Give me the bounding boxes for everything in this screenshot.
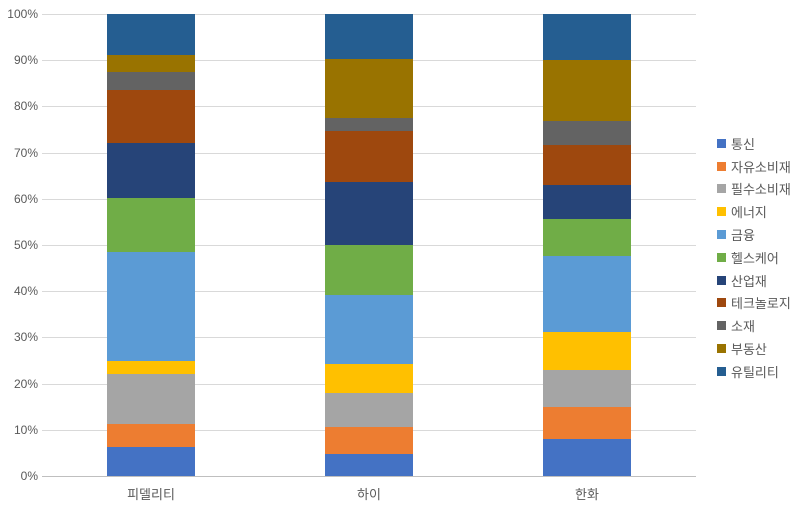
bar-segment[interactable] xyxy=(325,14,413,59)
legend-color-swatch xyxy=(717,184,726,194)
y-axis-tick-label: 0% xyxy=(20,469,38,483)
y-axis-tick-label: 60% xyxy=(13,192,38,206)
legend-color-swatch xyxy=(717,344,726,354)
bar-segment[interactable] xyxy=(107,71,195,91)
legend-item[interactable]: 에너지 xyxy=(717,200,791,223)
bar-segment[interactable] xyxy=(325,181,413,246)
bar-segment[interactable] xyxy=(325,426,413,454)
legend-item-label: 통신 xyxy=(731,136,755,152)
legend-color-swatch xyxy=(717,252,726,262)
legend-item[interactable]: 헬스케어 xyxy=(717,246,791,269)
bar-segment[interactable] xyxy=(543,121,631,145)
y-axis-tick-label: 10% xyxy=(13,423,38,437)
legend-item[interactable]: 통신 xyxy=(717,132,791,155)
legend-color-swatch xyxy=(717,321,726,331)
legend-item-label: 자유소비재 xyxy=(731,159,791,175)
bar-segment[interactable] xyxy=(107,423,195,447)
bar-segment[interactable] xyxy=(107,14,195,56)
x-axis-category-label: 하이 xyxy=(357,487,381,502)
legend-item-label: 금융 xyxy=(731,228,755,244)
legend-item-label: 부동산 xyxy=(731,342,767,358)
legend-item-label: 유틸리티 xyxy=(731,364,779,380)
legend-color-swatch xyxy=(717,275,726,285)
legend-item-label: 산업재 xyxy=(731,273,767,289)
bar-column xyxy=(543,14,631,476)
y-axis-tick-label: 80% xyxy=(13,99,38,113)
bar-segment[interactable] xyxy=(107,142,195,198)
bar-segment[interactable] xyxy=(107,360,195,374)
x-axis-line xyxy=(42,476,696,477)
y-axis-tick-label: 90% xyxy=(13,53,38,67)
bar-segment[interactable] xyxy=(107,373,195,424)
bar-segment[interactable] xyxy=(543,14,631,60)
legend-color-swatch xyxy=(717,138,726,148)
legend-item[interactable]: 자유소비재 xyxy=(717,155,791,178)
legend-item-label: 필수소비재 xyxy=(731,182,791,198)
bar-segment[interactable] xyxy=(543,184,631,220)
bar-segment[interactable] xyxy=(325,393,413,427)
bar-segment[interactable] xyxy=(325,130,413,182)
legend-color-swatch xyxy=(717,161,726,171)
bar-segment[interactable] xyxy=(325,118,413,131)
legend-item-label: 헬스케어 xyxy=(731,250,779,266)
legend-color-swatch xyxy=(717,207,726,217)
y-axis-tick-label: 70% xyxy=(13,146,38,160)
x-axis-category-label: 한화 xyxy=(575,487,599,502)
bar-segment[interactable] xyxy=(325,453,413,476)
bar-segment[interactable] xyxy=(543,256,631,333)
legend-item[interactable]: 금융 xyxy=(717,223,791,246)
legend-item[interactable]: 테크놀로지 xyxy=(717,292,791,315)
bar-segment[interactable] xyxy=(543,219,631,257)
legend-color-swatch xyxy=(717,298,726,308)
legend-item-label: 에너지 xyxy=(731,205,767,221)
legend-item[interactable]: 유틸리티 xyxy=(717,360,791,383)
legend-item[interactable]: 필수소비재 xyxy=(717,178,791,201)
x-axis-category-label: 피델리티 xyxy=(127,487,175,502)
bar-segment[interactable] xyxy=(543,332,631,370)
legend-item[interactable]: 부동산 xyxy=(717,337,791,360)
bar-segment[interactable] xyxy=(325,364,413,394)
legend-item[interactable]: 소재 xyxy=(717,314,791,337)
bar-segment[interactable] xyxy=(543,144,631,185)
legend-item[interactable]: 산업재 xyxy=(717,269,791,292)
bar-segment[interactable] xyxy=(107,197,195,253)
bar-segment[interactable] xyxy=(325,245,413,295)
bar-segment[interactable] xyxy=(107,446,195,476)
legend-item-label: 테크놀로지 xyxy=(731,296,791,312)
y-axis-tick-label: 40% xyxy=(13,284,38,298)
bar-segment[interactable] xyxy=(107,55,195,72)
bar-segment[interactable] xyxy=(543,438,631,476)
y-axis-tick-label: 20% xyxy=(13,377,38,391)
bar-segment[interactable] xyxy=(543,407,631,439)
legend-color-swatch xyxy=(717,366,726,376)
bar-column xyxy=(107,14,195,476)
y-axis-tick-label: 50% xyxy=(13,238,38,252)
bar-column xyxy=(325,14,413,476)
bar-segment[interactable] xyxy=(325,58,413,119)
y-axis-tick-label: 100% xyxy=(7,7,38,21)
bar-segment[interactable] xyxy=(325,294,413,365)
legend-color-swatch xyxy=(717,230,726,240)
legend-item-label: 소재 xyxy=(731,319,755,335)
y-axis-tick-label: 30% xyxy=(13,330,38,344)
bar-segment[interactable] xyxy=(543,369,631,408)
bar-segment[interactable] xyxy=(107,90,195,143)
bar-segment[interactable] xyxy=(543,59,631,122)
bar-segment[interactable] xyxy=(107,252,195,361)
